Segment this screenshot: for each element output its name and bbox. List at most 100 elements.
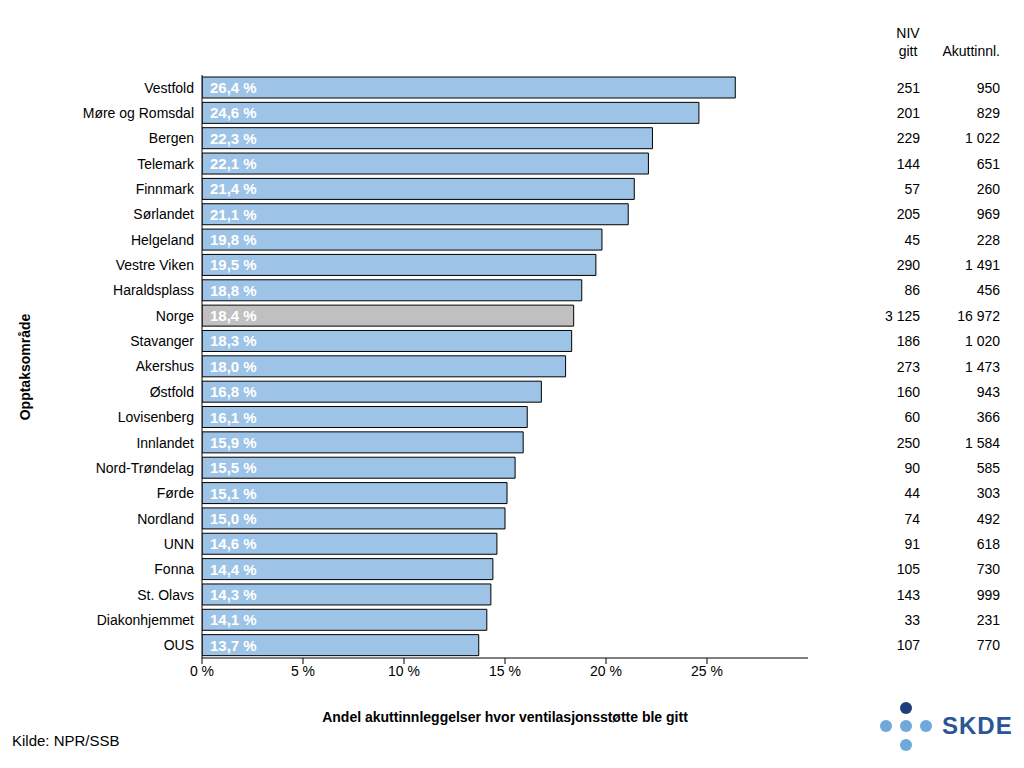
svg-text:21,4 %: 21,4 % — [210, 180, 257, 197]
html-text:969: 969 — [976, 206, 1000, 223]
html-text:456: 456 — [976, 282, 1000, 299]
html-text:44: 44 — [904, 485, 920, 502]
html-text:492: 492 — [976, 510, 1000, 527]
svg-text:10 %: 10 % — [388, 663, 420, 679]
svg-text:18,8 %: 18,8 % — [210, 282, 257, 299]
svg-text:Nordland: Nordland — [137, 511, 194, 527]
svg-text:Innlandet: Innlandet — [136, 435, 194, 451]
svg-text:Østfold: Østfold — [150, 384, 194, 400]
svg-text:Akershus: Akershus — [136, 358, 194, 374]
svg-text:Nord-Trøndelag: Nord-Trøndelag — [96, 460, 194, 476]
svg-text:Norge: Norge — [156, 308, 194, 324]
svg-text:15,1 %: 15,1 % — [210, 485, 257, 502]
svg-text:18,3 %: 18,3 % — [210, 332, 257, 349]
html-text:999: 999 — [976, 586, 1000, 603]
html-text:Akuttinnl.: Akuttinnl. — [942, 43, 1000, 59]
html-text:107: 107 — [896, 637, 920, 654]
html-text:SKDE: SKDE — [942, 712, 1013, 739]
svg-text:14,4 %: 14,4 % — [210, 561, 257, 578]
html-text:618: 618 — [976, 535, 1000, 552]
html-text:90: 90 — [904, 459, 920, 476]
html-text:950: 950 — [976, 79, 1000, 96]
html-text:201: 201 — [896, 105, 920, 121]
svg-text:Lovisenberg: Lovisenberg — [118, 409, 194, 425]
html-text:251: 251 — [896, 79, 920, 96]
svg-text:0 %: 0 % — [190, 663, 214, 679]
svg-text:15,0 %: 15,0 % — [210, 510, 257, 527]
html-text:260: 260 — [976, 181, 1000, 198]
svg-text:22,3 %: 22,3 % — [210, 130, 257, 147]
html-text:730: 730 — [976, 561, 1000, 578]
svg-text:Fonna: Fonna — [154, 561, 194, 577]
svg-text:St. Olavs: St. Olavs — [137, 587, 194, 603]
html-text:91: 91 — [904, 535, 920, 552]
html-text:290: 290 — [896, 257, 920, 274]
html-text:273: 273 — [896, 358, 920, 375]
svg-text:Haraldsplass: Haraldsplass — [113, 282, 194, 298]
svg-text:25 %: 25 % — [691, 663, 723, 679]
svg-text:14,3 %: 14,3 % — [210, 586, 257, 603]
html-text:943: 943 — [976, 383, 1000, 400]
svg-text:OUS: OUS — [164, 637, 194, 653]
svg-text:13,7 %: 13,7 % — [210, 637, 257, 654]
html-text:1 473: 1 473 — [965, 358, 1000, 375]
html-text:16 972: 16 972 — [957, 307, 1000, 324]
svg-text:18,0 %: 18,0 % — [210, 358, 257, 375]
html-text:303: 303 — [976, 485, 1000, 502]
html-text:1 491: 1 491 — [965, 257, 1000, 274]
svg-text:26,4 %: 26,4 % — [210, 79, 257, 96]
html-text:45: 45 — [904, 231, 920, 248]
html-text:585: 585 — [976, 459, 1000, 476]
html-text:3 125: 3 125 — [885, 307, 920, 324]
html-text:33: 33 — [904, 612, 920, 628]
html-text:60: 60 — [904, 409, 920, 426]
svg-text:Møre og Romsdal: Møre og Romsdal — [83, 105, 194, 121]
html-text:74: 74 — [904, 510, 920, 527]
html-text:770: 770 — [976, 637, 1000, 654]
html-text:105: 105 — [896, 561, 920, 578]
html-text:144: 144 — [896, 155, 920, 172]
svg-text:14,6 %: 14,6 % — [210, 535, 257, 552]
html-text:1 020: 1 020 — [965, 333, 1000, 350]
svg-text:Finnmark: Finnmark — [136, 181, 195, 197]
svg-text:5 %: 5 % — [291, 663, 315, 679]
svg-text:Førde: Førde — [157, 485, 195, 501]
svg-text:15,9 %: 15,9 % — [210, 434, 257, 451]
html-text:186: 186 — [896, 333, 920, 350]
html-text:228: 228 — [976, 231, 1000, 248]
html-text:160: 160 — [896, 383, 920, 400]
svg-text:Stavanger: Stavanger — [130, 333, 194, 349]
html-text:86: 86 — [904, 282, 920, 299]
svg-text:14,1 %: 14,1 % — [210, 611, 257, 628]
svg-text:20 %: 20 % — [590, 663, 622, 679]
svg-text:16,8 %: 16,8 % — [210, 383, 257, 400]
svg-text:Vestre Viken: Vestre Viken — [116, 257, 194, 273]
svg-text:16,1 %: 16,1 % — [210, 409, 257, 426]
svg-text:Sørlandet: Sørlandet — [133, 206, 194, 222]
svg-text:15 %: 15 % — [489, 663, 521, 679]
svg-text:Bergen: Bergen — [149, 130, 194, 146]
svg-text:Telemark: Telemark — [137, 156, 195, 172]
svg-text:15,5 %: 15,5 % — [210, 459, 257, 476]
svg-text:24,6 %: 24,6 % — [210, 104, 257, 121]
html-text:229: 229 — [896, 130, 920, 147]
html-text:1 584: 1 584 — [965, 434, 1000, 451]
svg-text:19,5 %: 19,5 % — [210, 256, 257, 273]
html-text:651: 651 — [976, 155, 1000, 172]
html-text:250: 250 — [896, 434, 920, 451]
html-text:1 022: 1 022 — [965, 130, 1000, 147]
html-text:57: 57 — [904, 181, 920, 198]
svg-text:22,1 %: 22,1 % — [210, 155, 257, 172]
svg-text:Vestfold: Vestfold — [144, 80, 194, 96]
svg-text:21,1 %: 21,1 % — [210, 206, 257, 223]
html-text:Kilde: NPR/SSB: Kilde: NPR/SSB — [12, 732, 120, 749]
svg-text:Helgeland: Helgeland — [131, 232, 194, 248]
svg-text:Diakonhjemmet: Diakonhjemmet — [97, 612, 194, 628]
html-text:143: 143 — [896, 586, 920, 603]
html-text:366: 366 — [976, 409, 1000, 426]
html-text:NIV gitt: NIV gitt — [896, 25, 920, 59]
svg-text:UNN: UNN — [164, 536, 194, 552]
html-text:205: 205 — [896, 206, 920, 223]
svg-text:19,8 %: 19,8 % — [210, 231, 257, 248]
svg-text:18,4 %: 18,4 % — [210, 307, 257, 324]
